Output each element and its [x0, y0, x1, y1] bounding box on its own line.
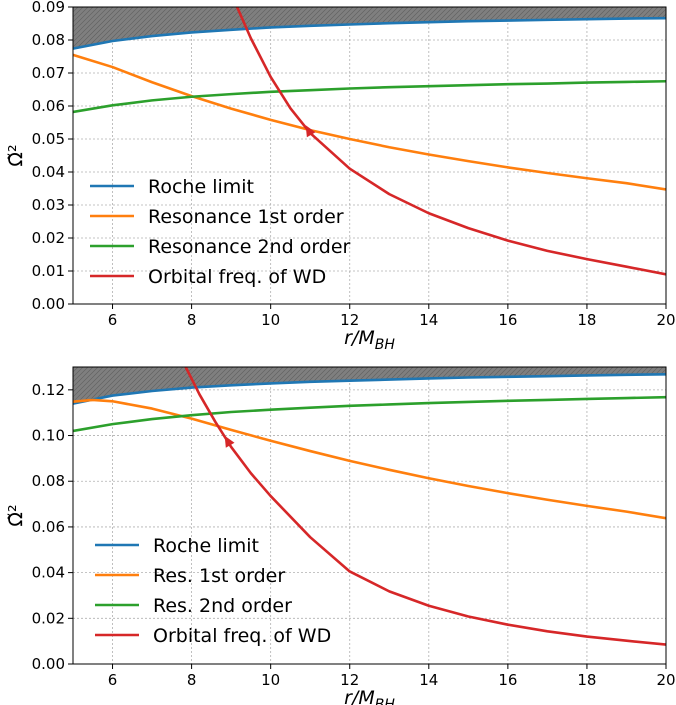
x-tick-label: 16 — [498, 671, 517, 689]
hatch-line — [73, 7, 89, 48]
y-tick-label: 0.08 — [32, 472, 65, 490]
hatch-line — [73, 7, 94, 48]
legend: Roche limit Resonance 1st order Resonance … — [90, 176, 351, 288]
series-line-0 — [73, 373, 666, 405]
y-tick-label: 0.02 — [32, 609, 65, 627]
axes-frame — [72, 6, 667, 305]
x-tick-label: 14 — [419, 311, 438, 329]
hatch-line — [73, 367, 84, 404]
x-tick-label: 8 — [187, 311, 197, 329]
x-tick-label: 20 — [656, 311, 675, 329]
x-tick-label: 12 — [340, 311, 359, 329]
x-tick-label: 10 — [261, 311, 280, 329]
y-tick-label: 0.06 — [32, 97, 65, 115]
hatch-line — [73, 7, 109, 48]
series-line-2 — [73, 79, 666, 114]
hatch-line — [82, 7, 124, 48]
y-axis-label: Ω̃² — [5, 504, 27, 526]
gridlines — [73, 6, 667, 305]
legend-label-2: Res. 2nd order — [153, 595, 292, 617]
hatch-line — [668, 7, 676, 47]
y-tick-label: 0.12 — [32, 381, 65, 399]
x-tick-label: 6 — [108, 671, 118, 689]
x-tick-label: 18 — [577, 671, 596, 689]
y-tick-label: 0.07 — [32, 64, 65, 82]
y-tick-label: 0.00 — [32, 295, 65, 313]
series-line-0 — [73, 16, 666, 50]
hatch-line — [668, 367, 676, 407]
hatch-line — [73, 367, 99, 404]
y-tick-label: 0.02 — [32, 229, 65, 247]
hatch-line — [73, 7, 114, 48]
axes-frame — [72, 366, 667, 665]
y-tick-label: 0.06 — [32, 518, 65, 536]
x-tick-label: 18 — [577, 311, 596, 329]
hatch-line — [73, 7, 99, 48]
legend-label-1: Resonance 1st order — [148, 206, 344, 228]
y-tick-label: 0.04 — [32, 163, 65, 181]
top-panel: 6 8 10 12 14 16 18 20 0.00 0.01 0.02 0.03 0.04 0.05 0.… — [5, 0, 676, 353]
y-tick-label: 0.05 — [32, 130, 65, 148]
x-axis-label: r/MBH — [344, 687, 395, 705]
x-tick-label: 16 — [498, 311, 517, 329]
x-axis-label: r/MBH — [344, 327, 395, 353]
legend-label-1: Res. 1st order — [153, 565, 285, 587]
legend-label-0: Roche limit — [153, 535, 259, 557]
series-line-2 — [73, 395, 666, 433]
y-tick-label: 0.04 — [32, 564, 65, 582]
legend-label-0: Roche limit — [148, 176, 254, 198]
y-tick-label: 0.00 — [32, 655, 65, 673]
hatch-line — [87, 7, 129, 48]
x-axis-label-subscript: BH — [375, 337, 396, 353]
legend-label-3: Orbital freq. of WD — [148, 266, 326, 288]
y-tick-label: 0.03 — [32, 196, 65, 214]
x-tick-label: 14 — [419, 671, 438, 689]
series-line-3 — [184, 367, 666, 646]
hatch-line — [73, 7, 104, 48]
series-line-1 — [73, 398, 666, 520]
x-tick-label: 20 — [656, 671, 675, 689]
series-line-1 — [73, 53, 666, 191]
x-tick-label: 8 — [187, 671, 197, 689]
x-tick-label: 6 — [108, 311, 118, 329]
y-tick-label: 0.08 — [32, 31, 65, 49]
hatch-line — [73, 7, 84, 48]
hatch-line — [73, 367, 94, 404]
legend-label-2: Resonance 2nd order — [148, 236, 351, 258]
legend: Roche limit Res. 1st order Res. 2nd order O… — [95, 535, 331, 647]
y-tick-label: 0.10 — [32, 427, 65, 445]
gridlines — [73, 367, 667, 665]
y-axis-label: Ω̃² — [5, 144, 27, 166]
wd-direction-arrow — [224, 435, 235, 448]
y-tick-label: 0.09 — [32, 0, 65, 16]
hatch-line — [77, 7, 119, 48]
hatch-line — [73, 367, 89, 404]
x-tick-label: 12 — [340, 671, 359, 689]
hatch-line — [97, 7, 139, 48]
hatch-line — [73, 367, 104, 404]
legend-label-3: Orbital freq. of WD — [153, 625, 331, 647]
bottom-panel: 6 8 10 12 14 16 18 20 0.00 0.02 0.04 0.06 0.08 0.10 0.… — [5, 366, 676, 705]
y-tick-label: 0.01 — [32, 262, 65, 280]
series-line-3 — [235, 7, 666, 276]
hatch-line — [92, 7, 134, 48]
x-tick-label: 10 — [261, 671, 280, 689]
x-axis-label-subscript: BH — [375, 697, 396, 705]
wd-direction-arrow — [305, 125, 316, 138]
